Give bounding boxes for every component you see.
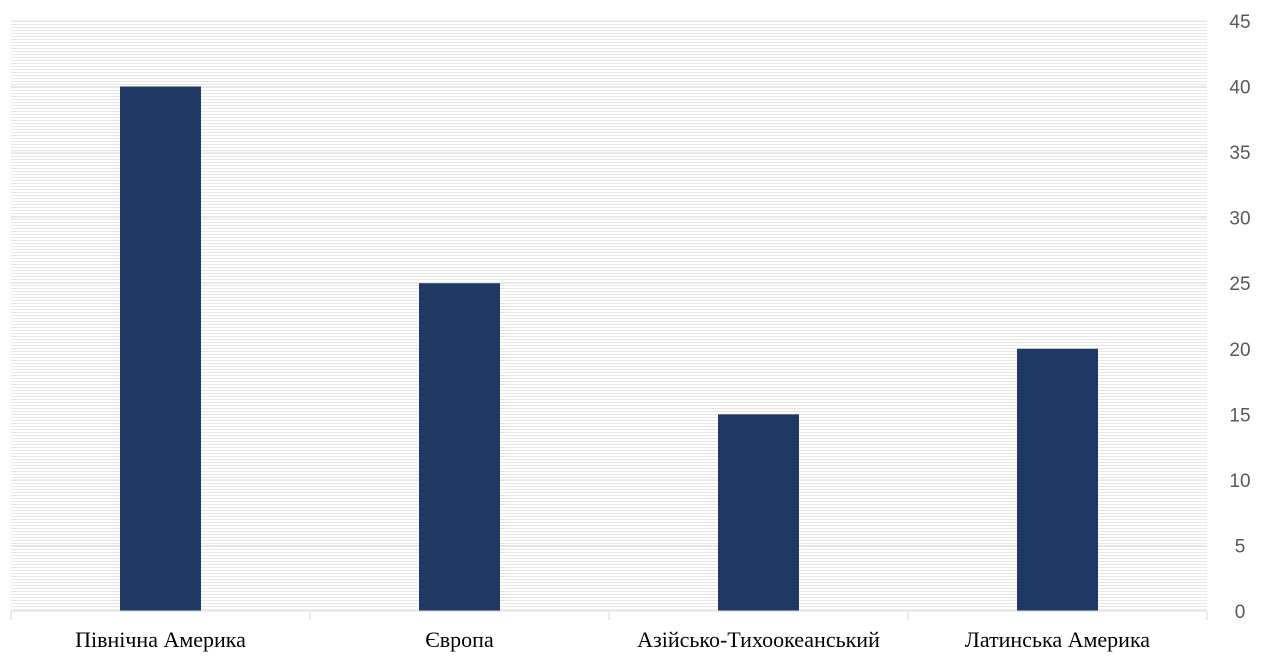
- x-tick-label: Азійсько-Тихоокеанський: [637, 627, 880, 652]
- x-axis-tick-labels: Північна Америка Європа Азійсько-Тихоокеан…: [75, 627, 1150, 652]
- y-tick-label: 20: [1229, 340, 1250, 361]
- x-tick-label: Європа: [425, 627, 494, 652]
- x-axis-ticks: [10, 611, 1208, 620]
- plot-area-background: [11, 21, 1207, 611]
- bar: [120, 86, 201, 612]
- y-tick-label: 45: [1229, 12, 1250, 33]
- y-tick-label: 30: [1229, 209, 1250, 230]
- x-tick-label: Латинська Америка: [965, 627, 1150, 652]
- bar: [718, 414, 799, 611]
- y-tick-label: 35: [1229, 143, 1250, 164]
- bar: [1017, 348, 1098, 611]
- y-axis-tick-labels: 0 5 10 15 20 25 30 35 40 45: [1229, 12, 1250, 623]
- y-tick-label: 25: [1229, 274, 1250, 295]
- y-tick-label: 0: [1235, 602, 1246, 623]
- y-tick-label: 15: [1229, 405, 1250, 426]
- y-tick-label: 10: [1229, 471, 1250, 492]
- y-tick-label: 5: [1235, 536, 1246, 557]
- bars: [120, 86, 1098, 612]
- x-tick-label: Північна Америка: [75, 627, 246, 652]
- y-tick-label: 40: [1229, 78, 1250, 99]
- bar: [419, 283, 500, 611]
- gridlines: [11, 20, 1207, 546]
